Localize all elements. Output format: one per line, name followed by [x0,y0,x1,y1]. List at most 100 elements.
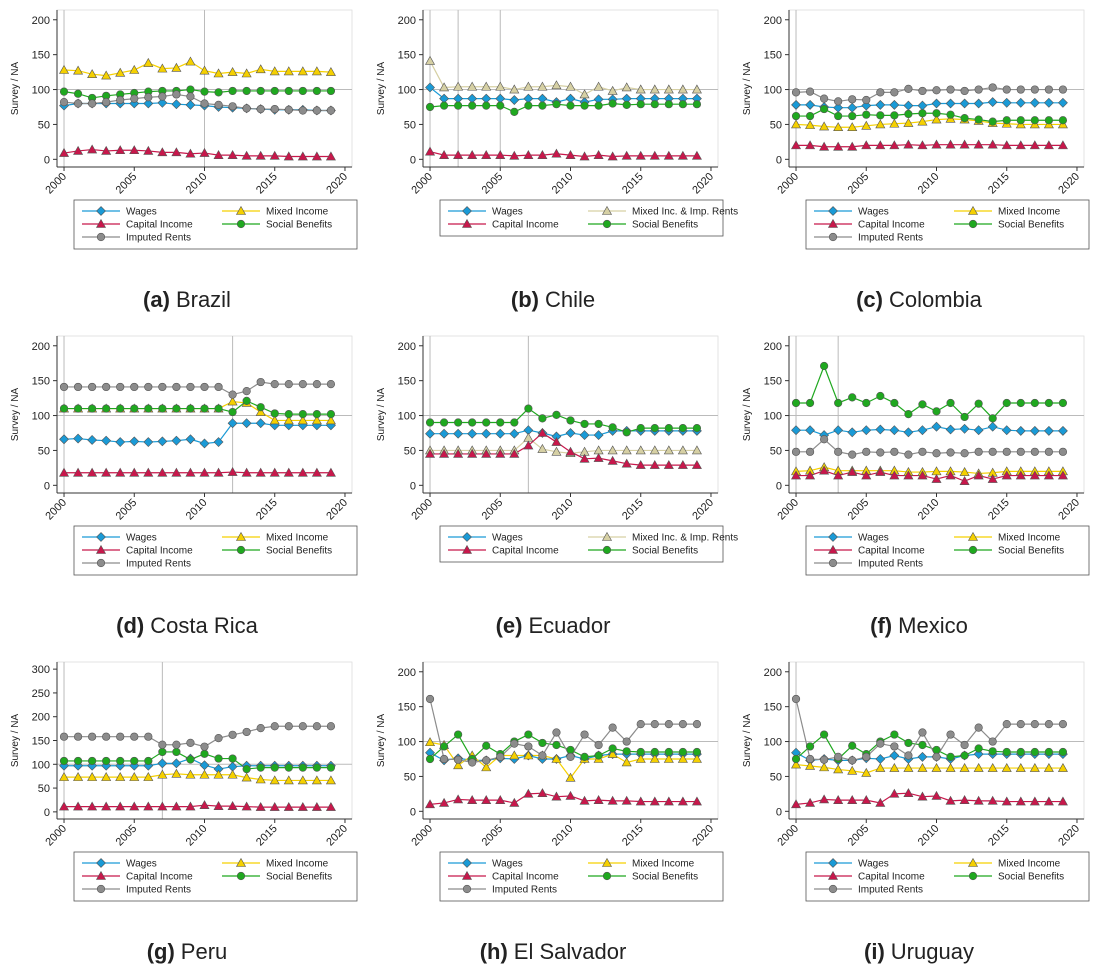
marker-triangle [171,768,182,778]
marker-circle [425,694,435,704]
marker-circle [552,410,561,419]
marker-diamond [973,425,984,436]
marker-triangle [621,458,632,468]
marker-circle [820,435,829,444]
y-axis-label: Survey / NA [376,62,387,116]
marker-diamond [425,428,435,439]
x-tick-label: 2005 [480,497,506,523]
marker-circle [636,100,645,109]
marker-triangle [537,150,548,159]
marker-diamond [87,435,98,445]
marker-circle [312,410,321,419]
marker-circle [270,763,279,772]
marker-triangle [311,775,322,785]
panel: 0 50 100 150 200 2000 2005 2010 2015 2020 Survey /… [10,335,358,638]
marker-circle [650,424,659,433]
marker-triangle [1057,470,1068,480]
legend-label: Imputed Rents [858,885,923,896]
marker-circle [73,756,83,766]
y-axis-label: Survey / NA [376,388,387,442]
marker-circle [538,414,547,423]
marker-triangle [523,788,534,798]
marker-triangle [115,801,126,811]
marker-triangle [663,150,674,160]
marker-triangle [1057,140,1068,150]
marker-triangle [115,67,126,77]
marker-circle [270,380,279,389]
marker-triangle [833,795,844,804]
marker-triangle [579,89,590,99]
marker-circle [890,447,899,456]
marker-diamond [1058,97,1068,108]
marker-triangle [537,788,548,797]
marker-triangle [481,448,492,458]
x-tick-label: 2020 [690,497,716,523]
y-tick-label: 150 [32,50,50,62]
marker-triangle [635,753,646,763]
marker-triangle [607,445,618,455]
marker-diamond [241,418,252,429]
legend-label: Mixed Income [998,207,1061,218]
plot-area [422,335,719,494]
marker-triangle [269,415,280,425]
marker-diamond [73,433,83,444]
legend-label: Imputed Rents [126,233,191,244]
marker-triangle [691,150,702,160]
marker-diamond [185,434,196,445]
marker-circle [664,747,673,757]
legend-label: Imputed Rents [126,885,191,896]
x-tick-label: 2015 [254,823,280,849]
legend-label: Social Benefits [266,220,332,231]
marker-circle [130,756,139,766]
marker-triangle [917,762,928,772]
marker-triangle [847,765,858,775]
marker-circle [59,756,69,766]
marker-triangle [889,762,900,772]
marker-circle [608,423,617,432]
marker-diamond [96,858,106,868]
marker-triangle [875,119,886,129]
x-tick-label: 2000 [775,497,801,523]
marker-triangle [537,443,548,453]
marker-circle [524,101,533,110]
marker-circle [1058,85,1068,94]
marker-circle [524,404,533,413]
marker-diamond [945,424,956,435]
marker-circle [932,449,941,458]
marker-triangle [101,801,112,811]
x-tick-label: 2005 [480,171,506,197]
marker-circle [172,747,181,757]
y-tick-label: 200 [764,15,782,27]
y-tick-label: 0 [410,154,416,166]
marker-triangle [579,453,590,463]
marker-triangle [827,544,839,554]
marker-circle [1002,116,1011,125]
marker-triangle [635,150,646,160]
panel-letter: (e) [496,613,523,638]
marker-triangle [805,140,816,150]
marker-circle [186,755,195,764]
x-tick-label: 2005 [846,171,872,197]
marker-triangle [677,753,688,763]
marker-triangle [283,467,294,477]
marker-triangle [143,467,154,477]
marker-circle [102,404,111,413]
marker-circle [552,100,561,109]
marker-triangle [129,801,140,811]
marker-triangle [143,145,154,155]
y-tick-label: 200 [764,341,782,353]
panel: 0 50 100 150 200 250 300 2000 2005 2010 2015 2020 Su… [10,661,358,964]
y-tick-label: 100 [764,85,782,97]
marker-circle [284,722,293,731]
marker-circle [848,393,857,402]
marker-triangle [677,796,688,806]
marker-triangle [635,459,646,469]
marker-triangle [677,459,688,469]
marker-circle [968,545,978,555]
marker-diamond [903,427,914,438]
marker-triangle [73,772,84,781]
x-tick-label: 2000 [409,171,435,197]
marker-triangle [453,448,464,458]
marker-circle [73,382,83,392]
marker-triangle [819,141,830,151]
